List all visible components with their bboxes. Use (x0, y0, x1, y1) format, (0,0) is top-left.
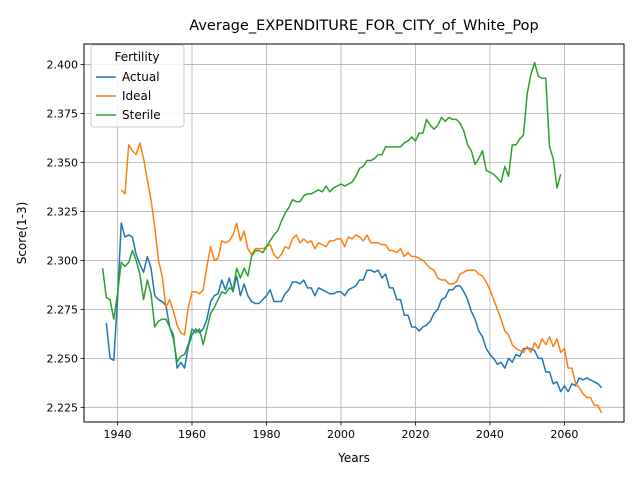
x-axis-label: Years (337, 451, 370, 465)
x-axis-ticks: 1940 1960 1980 2000 2020 2040 2060 (104, 422, 578, 441)
chart-title: Average_EXPENDITURE_FOR_CITY_of_White_Po… (189, 18, 538, 34)
legend-label-ideal: Ideal (122, 89, 151, 103)
y-tick-label: 2.350 (47, 156, 79, 169)
x-tick-label: 2040 (476, 428, 504, 441)
y-tick-label: 2.225 (47, 401, 79, 414)
series-line-sterile (101, 61, 562, 364)
series-lines (101, 61, 603, 414)
series-line-ideal (120, 142, 603, 414)
x-tick-label: 2000 (327, 428, 355, 441)
x-tick-label: 2060 (550, 428, 578, 441)
x-tick-label: 1960 (178, 428, 206, 441)
plot-frame (83, 43, 625, 423)
legend-box (90, 44, 185, 128)
x-tick-label: 2020 (401, 428, 429, 441)
y-tick-label: 2.375 (47, 108, 79, 121)
legend-title: Fertility (114, 50, 159, 64)
grid-lines (84, 44, 624, 422)
x-tick-label: 1940 (104, 428, 132, 441)
legend-label-sterile: Sterile (122, 108, 161, 122)
y-tick-label: 2.275 (47, 303, 79, 316)
y-tick-label: 2.325 (47, 205, 79, 218)
y-tick-label: 2.400 (47, 59, 79, 72)
y-axis-ticks: 2.225 2.250 2.275 2.300 2.325 2.350 2.375 2.400 (47, 59, 84, 414)
y-axis-label: Score(1-3) (15, 202, 29, 265)
y-tick-label: 2.300 (47, 254, 79, 267)
y-tick-label: 2.250 (47, 352, 79, 365)
x-tick-label: 1980 (252, 428, 280, 441)
legend-label-actual: Actual (122, 70, 160, 84)
legend: Fertility Actual Ideal Sterile (90, 44, 185, 128)
